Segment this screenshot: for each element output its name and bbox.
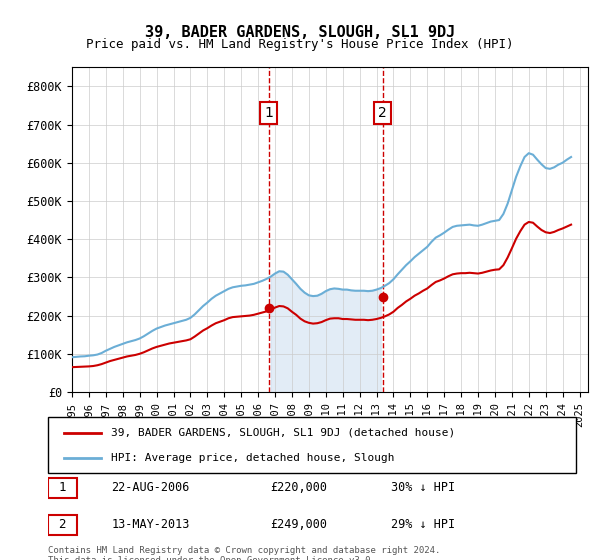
Text: 2: 2 (379, 106, 387, 120)
Text: 1: 1 (264, 106, 273, 120)
Text: £220,000: £220,000 (270, 481, 327, 494)
Text: Contains HM Land Registry data © Crown copyright and database right 2024.
This d: Contains HM Land Registry data © Crown c… (48, 546, 440, 560)
Text: 1: 1 (59, 481, 66, 494)
Text: 22-AUG-2006: 22-AUG-2006 (112, 481, 190, 494)
Text: 39, BADER GARDENS, SLOUGH, SL1 9DJ (detached house): 39, BADER GARDENS, SLOUGH, SL1 9DJ (deta… (112, 428, 455, 438)
FancyBboxPatch shape (48, 417, 576, 473)
Text: 29% ↓ HPI: 29% ↓ HPI (391, 518, 455, 531)
Text: HPI: Average price, detached house, Slough: HPI: Average price, detached house, Slou… (112, 452, 395, 463)
Text: Price paid vs. HM Land Registry's House Price Index (HPI): Price paid vs. HM Land Registry's House … (86, 38, 514, 51)
Text: 39, BADER GARDENS, SLOUGH, SL1 9DJ: 39, BADER GARDENS, SLOUGH, SL1 9DJ (145, 25, 455, 40)
FancyBboxPatch shape (48, 515, 77, 534)
Text: 13-MAY-2013: 13-MAY-2013 (112, 518, 190, 531)
Text: 2: 2 (59, 518, 66, 531)
FancyBboxPatch shape (48, 478, 77, 498)
Text: £249,000: £249,000 (270, 518, 327, 531)
Text: 30% ↓ HPI: 30% ↓ HPI (391, 481, 455, 494)
